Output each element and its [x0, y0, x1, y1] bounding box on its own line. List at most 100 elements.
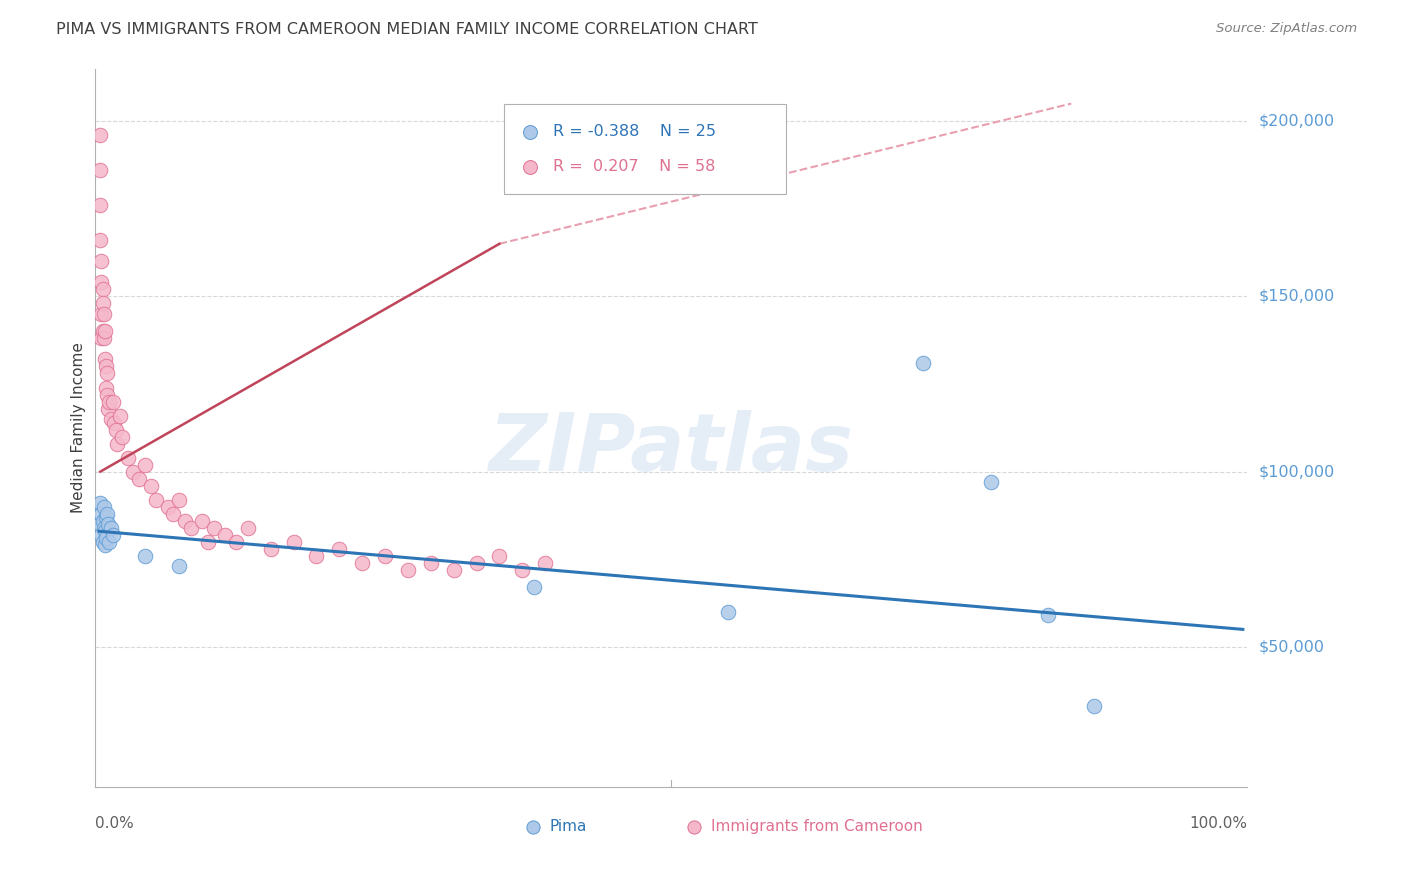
Point	[94, 359, 117, 374]
Text: Source: ZipAtlas.com: Source: ZipAtlas.com	[1216, 22, 1357, 36]
Point	[91, 296, 114, 310]
Point	[90, 331, 112, 345]
Point	[91, 325, 114, 339]
Point	[236, 521, 259, 535]
Point	[352, 556, 374, 570]
Point	[105, 423, 128, 437]
Point	[443, 563, 465, 577]
Point	[980, 475, 1002, 490]
Point	[94, 524, 117, 539]
Point	[180, 521, 202, 535]
Point	[191, 514, 214, 528]
Point	[167, 559, 190, 574]
Point	[523, 815, 546, 830]
Point	[260, 541, 283, 556]
Text: Pima: Pima	[550, 819, 588, 834]
Point	[90, 276, 112, 290]
Point	[117, 450, 139, 465]
Point	[328, 541, 350, 556]
Text: 0.0%: 0.0%	[94, 816, 134, 830]
Point	[283, 534, 305, 549]
Point	[465, 556, 488, 570]
Point	[101, 527, 124, 541]
Point	[488, 549, 510, 563]
Point	[682, 815, 704, 830]
Point	[717, 605, 740, 619]
Point	[510, 563, 533, 577]
Point	[419, 556, 441, 570]
Text: ZIPatlas: ZIPatlas	[488, 410, 853, 489]
Point	[139, 478, 162, 492]
Point	[911, 356, 934, 370]
Text: R =  0.207    N = 58: R = 0.207 N = 58	[554, 160, 716, 175]
Point	[134, 458, 156, 472]
Point	[225, 534, 247, 549]
Point	[96, 387, 118, 401]
Point	[520, 815, 543, 830]
Point	[91, 282, 114, 296]
Point	[167, 492, 190, 507]
Point	[90, 307, 112, 321]
Point	[520, 815, 543, 830]
Point	[145, 492, 167, 507]
Point	[128, 472, 150, 486]
Point	[93, 521, 115, 535]
Point	[107, 436, 129, 450]
Point	[97, 401, 120, 416]
Point	[523, 580, 546, 594]
Text: Immigrants from Cameroon: Immigrants from Cameroon	[711, 819, 924, 834]
Point	[89, 128, 111, 142]
Text: $100,000: $100,000	[1258, 464, 1334, 479]
Point	[96, 367, 118, 381]
Point	[162, 507, 184, 521]
Text: $150,000: $150,000	[1258, 289, 1334, 304]
Point	[101, 394, 124, 409]
Point	[89, 517, 111, 532]
Point	[91, 514, 114, 528]
Point	[90, 527, 112, 541]
Point	[93, 307, 115, 321]
Point	[89, 233, 111, 247]
Point	[100, 412, 122, 426]
Point	[94, 531, 117, 545]
Point	[174, 514, 197, 528]
Text: R = -0.388    N = 25: R = -0.388 N = 25	[554, 124, 717, 139]
Point	[90, 507, 112, 521]
Point	[89, 198, 111, 212]
Point	[197, 534, 219, 549]
Point	[214, 527, 236, 541]
Point	[94, 380, 117, 394]
Point	[96, 507, 118, 521]
Text: PIMA VS IMMIGRANTS FROM CAMEROON MEDIAN FAMILY INCOME CORRELATION CHART: PIMA VS IMMIGRANTS FROM CAMEROON MEDIAN …	[56, 22, 758, 37]
Point	[93, 500, 115, 514]
Text: $50,000: $50,000	[1258, 640, 1324, 655]
Point	[98, 394, 121, 409]
Text: $200,000: $200,000	[1258, 113, 1334, 128]
Point	[94, 352, 117, 367]
Point	[91, 534, 114, 549]
Point	[108, 409, 131, 423]
Point	[534, 556, 557, 570]
Point	[1083, 699, 1105, 714]
Point	[89, 163, 111, 178]
Point	[89, 496, 111, 510]
FancyBboxPatch shape	[503, 104, 786, 194]
Point	[156, 500, 179, 514]
Point	[122, 465, 145, 479]
Point	[202, 521, 225, 535]
Text: 100.0%: 100.0%	[1189, 816, 1247, 830]
Point	[1038, 608, 1060, 623]
Point	[396, 563, 419, 577]
Point	[98, 534, 121, 549]
Point	[100, 521, 122, 535]
Y-axis label: Median Family Income: Median Family Income	[72, 343, 86, 513]
Point	[94, 538, 117, 552]
Point	[305, 549, 328, 563]
Point	[111, 429, 134, 443]
Point	[93, 331, 115, 345]
Point	[90, 254, 112, 268]
Point	[94, 510, 117, 524]
Point	[94, 325, 117, 339]
Point	[97, 517, 120, 532]
Point	[103, 416, 125, 430]
